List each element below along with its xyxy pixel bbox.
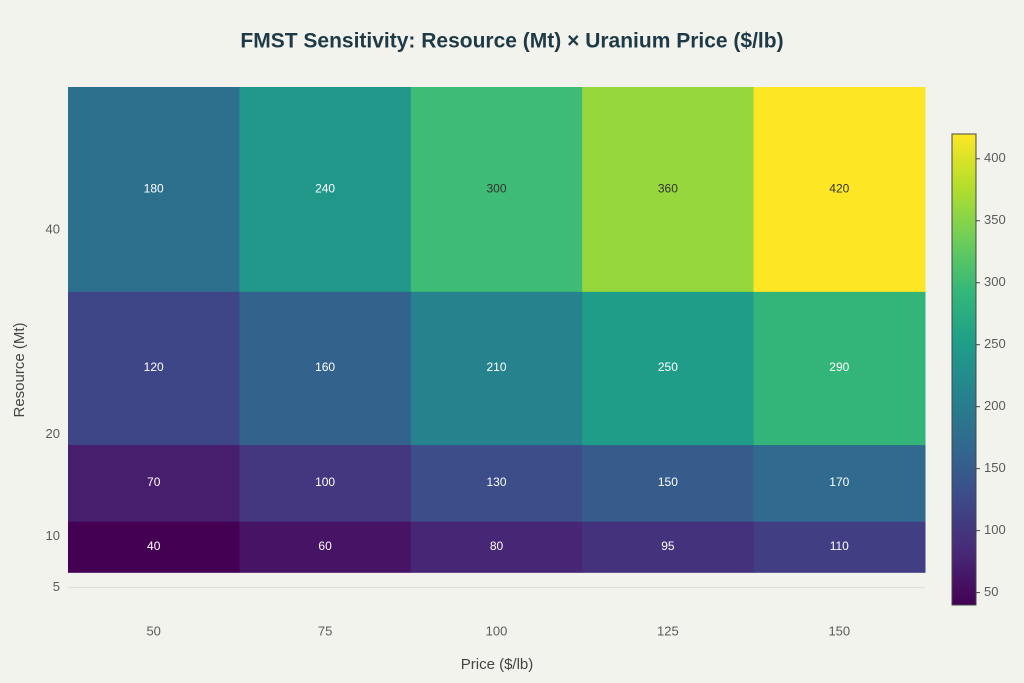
x-tick-label: 150	[828, 623, 850, 638]
x-tick-label: 50	[146, 623, 160, 638]
heatmap-cell	[582, 521, 755, 573]
colorbar	[951, 133, 977, 606]
heatmap-cell	[753, 87, 926, 292]
cell-label: 70	[147, 475, 161, 489]
heatmap-cell	[753, 291, 926, 446]
cell-label: 210	[486, 360, 506, 374]
cell-label: 150	[658, 475, 678, 489]
heatmap-cell	[239, 521, 412, 573]
heatmap-cell	[239, 291, 412, 446]
cell-label: 240	[315, 181, 335, 195]
heatmap-cell	[68, 87, 240, 292]
heatmap-cell	[68, 521, 240, 573]
cell-label: 170	[829, 475, 849, 489]
heatmap-cell	[582, 87, 755, 292]
x-tick-label: 100	[486, 623, 508, 638]
cell-label: 130	[486, 475, 506, 489]
cell-label: 80	[490, 539, 504, 553]
chart-title: FMST Sensitivity: Resource (Mt) × Uraniu…	[240, 30, 783, 53]
colorbar-tick-label: 150	[984, 460, 1006, 475]
heatmap-cell	[68, 291, 240, 446]
cell-label: 420	[829, 181, 849, 195]
heatmap-cell	[410, 444, 583, 522]
cell-label: 60	[318, 539, 332, 553]
colorbar-tick-label: 100	[984, 522, 1006, 537]
x-axis-title: Price ($/lb)	[461, 656, 534, 673]
heatmap-cell	[239, 444, 412, 522]
colorbar-tick-label: 200	[984, 398, 1006, 413]
cell-label: 40	[147, 539, 161, 553]
heatmap-cell	[410, 87, 583, 292]
cell-label: 95	[661, 539, 675, 553]
cell-label: 120	[144, 360, 164, 374]
cell-label: 360	[658, 181, 678, 195]
colorbar-tick-label: 350	[984, 212, 1006, 227]
cell-label: 290	[829, 360, 849, 374]
heatmap-cell	[753, 444, 926, 522]
cell-label: 300	[486, 181, 506, 195]
colorbar-tick-label: 400	[984, 150, 1006, 165]
cell-label: 110	[830, 539, 849, 553]
x-tick-label: 125	[657, 623, 679, 638]
heatmap-cell	[753, 521, 926, 573]
y-tick-label: 40	[46, 221, 60, 236]
colorbar-tick-label: 250	[984, 336, 1006, 351]
x-tick-label: 75	[318, 623, 332, 638]
cell-label: 250	[658, 360, 678, 374]
cell-label: 180	[144, 181, 164, 195]
colorbar-tick-label: 300	[984, 274, 1006, 289]
heatmap-cell	[582, 291, 755, 446]
colorbar-tick-label: 50	[984, 584, 998, 599]
heatmap-cell	[410, 291, 583, 446]
y-axis-title: Resource (Mt)	[11, 322, 28, 417]
heatmap-cell	[582, 444, 755, 522]
y-tick-label: 5	[53, 579, 60, 594]
cell-label: 160	[315, 360, 335, 374]
heatmap-cell	[239, 87, 412, 292]
y-tick-label: 10	[46, 528, 60, 543]
heatmap-cell	[410, 521, 583, 573]
cell-label: 100	[315, 475, 335, 489]
heatmap-cell	[68, 444, 240, 522]
y-tick-label: 20	[46, 426, 60, 441]
